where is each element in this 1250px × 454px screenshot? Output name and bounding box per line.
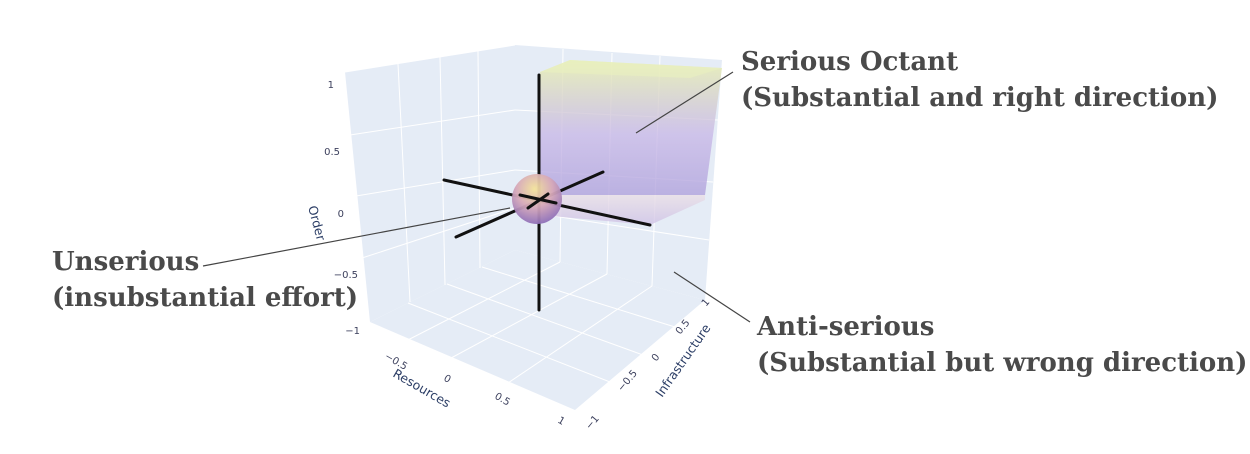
- serious-pointer: [635, 71, 734, 134]
- serious-octant-box: [540, 60, 722, 225]
- axis-center-cross: [518, 192, 558, 210]
- unserious-annotation: Unserious (insubstantial effort): [52, 244, 358, 316]
- serious-octant-annotation: Serious Octant (Substantial and right di…: [741, 44, 1218, 116]
- unserious-title: Unserious: [52, 247, 200, 277]
- z-axis-label: Order: [305, 204, 329, 243]
- svg-text:0: 0: [338, 209, 344, 220]
- floor-plane: [370, 250, 705, 410]
- svg-text:1: 1: [328, 80, 334, 91]
- svg-text:0.5: 0.5: [493, 391, 512, 408]
- svg-text:−0.5: −0.5: [334, 270, 358, 281]
- serious-octant-subtitle: (Substantial and right direction): [741, 83, 1219, 113]
- unserious-subtitle: (insubstantial effort): [52, 283, 359, 313]
- anti-serious-annotation: Anti-serious (Substantial but wrong dire…: [757, 309, 1247, 381]
- serious-octant-title: Serious Octant: [741, 47, 959, 77]
- unserious-pointer: [202, 207, 511, 267]
- anti-serious-title: Anti-serious: [757, 312, 935, 342]
- annotation-pointers: [202, 71, 751, 323]
- anti-serious-subtitle: (Substantial but wrong direction): [757, 348, 1248, 378]
- x-axis-label: Resources: [391, 366, 454, 411]
- svg-text:0: 0: [442, 373, 453, 386]
- svg-text:−1: −1: [584, 414, 602, 432]
- svg-text:0.5: 0.5: [324, 147, 340, 158]
- z-axis-ticks: 1 0.5 0 −0.5 −1: [324, 80, 360, 337]
- svg-text:−1: −1: [345, 326, 360, 337]
- anti-serious-pointer: [673, 271, 751, 323]
- svg-text:1: 1: [700, 297, 713, 309]
- svg-text:1: 1: [556, 415, 567, 428]
- svg-text:0: 0: [650, 352, 663, 364]
